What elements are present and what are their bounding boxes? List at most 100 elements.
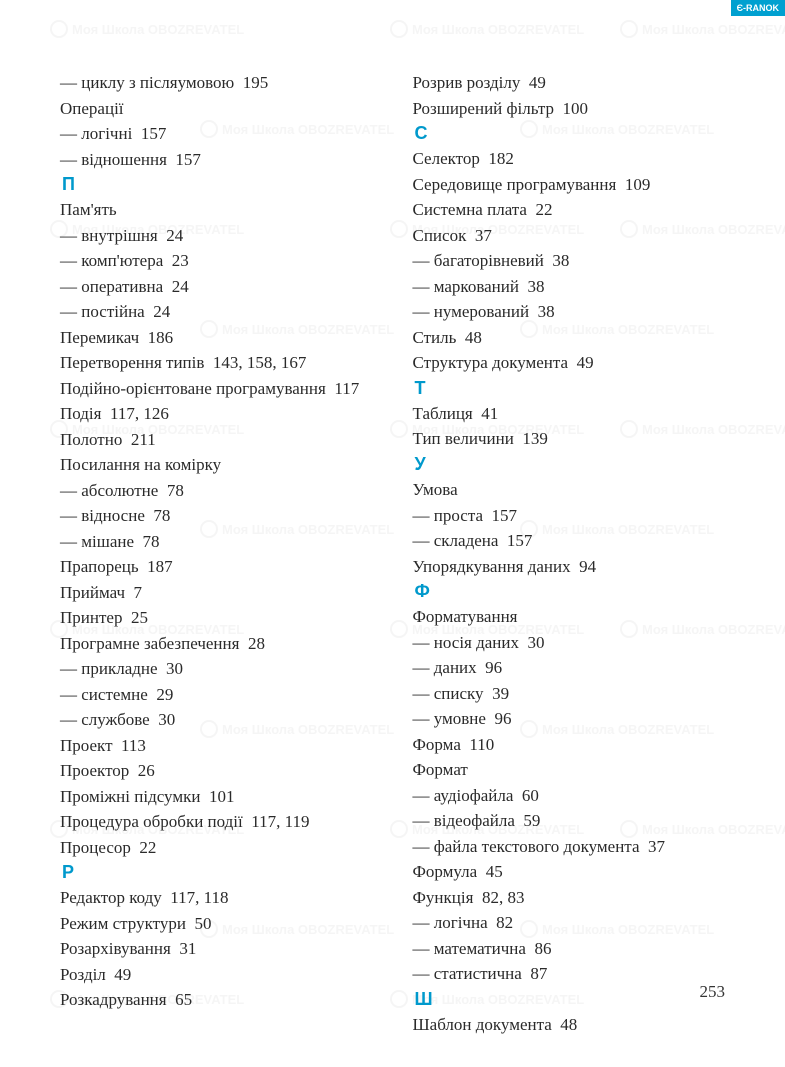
index-columns: циклу з післяумовою195Операціїлогічні157… [60, 70, 735, 1037]
index-sub-entry: багаторівневий38 [413, 248, 736, 274]
left-column: циклу з післяумовою195Операціїлогічні157… [60, 70, 383, 1037]
entry-term: Таблиця [413, 404, 473, 423]
entry-page: 78 [143, 532, 160, 551]
entry-page: 22 [535, 200, 552, 219]
entry-page: 37 [648, 837, 665, 856]
index-entry: Подія117, 126 [60, 401, 383, 427]
index-entry: Упорядкування даних94 [413, 554, 736, 580]
entry-term: абсолютне [81, 481, 158, 500]
index-letter: Ф [413, 579, 736, 604]
index-sub-entry: логічна82 [413, 910, 736, 936]
entry-page: 65 [175, 990, 192, 1009]
index-sub-entry: носія даних30 [413, 630, 736, 656]
entry-term: Список [413, 226, 467, 245]
index-sub-entry: оперативна24 [60, 274, 383, 300]
entry-term: Умова [413, 480, 458, 499]
entry-term: Операції [60, 99, 124, 118]
index-entry: Умова [413, 477, 736, 503]
index-entry: Формула45 [413, 859, 736, 885]
entry-page: 7 [134, 583, 143, 602]
entry-term: Структура документа [413, 353, 569, 372]
entry-page: 39 [492, 684, 509, 703]
index-entry: Селектор182 [413, 146, 736, 172]
index-entry: Список37 [413, 223, 736, 249]
entry-page: 30 [528, 633, 545, 652]
entry-term: Функція [413, 888, 474, 907]
index-sub-entry: відеофайла59 [413, 808, 736, 834]
index-entry: Посилання на комірку [60, 452, 383, 478]
entry-page: 100 [563, 99, 589, 118]
entry-page: 157 [175, 150, 201, 169]
entry-term: Форматування [413, 607, 518, 626]
entry-term: багаторівневий [434, 251, 544, 270]
index-entry: Принтер25 [60, 605, 383, 631]
entry-page: 82 [496, 913, 513, 932]
entry-page: 182 [488, 149, 514, 168]
entry-term: Проектор [60, 761, 129, 780]
entry-page: 113 [121, 736, 146, 755]
entry-page: 48 [465, 328, 482, 347]
index-entry: Проект113 [60, 733, 383, 759]
entry-term: Розділ [60, 965, 106, 984]
index-sub-entry: статистична87 [413, 961, 736, 987]
index-sub-entry: службове30 [60, 707, 383, 733]
entry-term: Режим структури [60, 914, 186, 933]
entry-page: 187 [147, 557, 173, 576]
entry-term: мішане [81, 532, 134, 551]
entry-page: 157 [141, 124, 167, 143]
entry-term: Процесор [60, 838, 131, 857]
corner-badge: Є-RANOK [731, 0, 785, 16]
entry-term: відношення [81, 150, 167, 169]
entry-term: нумерований [434, 302, 529, 321]
entry-page: 143, 158, 167 [213, 353, 307, 372]
entry-term: файла текстового документа [434, 837, 640, 856]
index-sub-entry: файла текстового документа 37 [413, 834, 736, 860]
entry-page: 94 [579, 557, 596, 576]
index-entry: Подійно-орієнтоване програмування117 [60, 376, 383, 402]
index-entry: Тип величини139 [413, 426, 736, 452]
index-sub-entry: умовне96 [413, 706, 736, 732]
entry-term: проста [434, 506, 483, 525]
entry-term: постійна [81, 302, 144, 321]
entry-term: Тип величини [413, 429, 514, 448]
index-entry: Перетворення типів143, 158, 167 [60, 350, 383, 376]
index-entry: Редактор коду117, 118 [60, 885, 383, 911]
entry-term: Перемикач [60, 328, 139, 347]
index-letter: Т [413, 376, 736, 401]
entry-page: 96 [485, 658, 502, 677]
index-sub-entry: абсолютне78 [60, 478, 383, 504]
index-entry: Режим структури 50 [60, 911, 383, 937]
entry-term: Полотно [60, 430, 122, 449]
entry-page: 50 [194, 914, 211, 933]
entry-page: 48 [560, 1015, 577, 1034]
entry-term: циклу з післяумовою [81, 73, 234, 92]
index-entry: Полотно211 [60, 427, 383, 453]
entry-page: 195 [243, 73, 269, 92]
entry-term: маркований [434, 277, 519, 296]
entry-term: математична [434, 939, 526, 958]
entry-page: 49 [114, 965, 131, 984]
index-entry: Процесор22 [60, 835, 383, 861]
index-sub-entry: нумерований38 [413, 299, 736, 325]
entry-term: даних [434, 658, 477, 677]
entry-term: Розрив розділу [413, 73, 521, 92]
entry-term: Проміжні підсумки [60, 787, 200, 806]
index-entry: Розширений фільтр100 [413, 96, 736, 122]
entry-term: Програмне забезпечення [60, 634, 239, 653]
entry-term: прикладне [81, 659, 157, 678]
entry-term: системне [81, 685, 148, 704]
entry-page: 31 [179, 939, 196, 958]
entry-term: складена [434, 531, 499, 550]
index-entry: Розархівування31 [60, 936, 383, 962]
entry-term: Формат [413, 760, 468, 779]
entry-term: комп'ютера [81, 251, 163, 270]
index-entry: Перемикач186 [60, 325, 383, 351]
entry-term: Системна плата [413, 200, 527, 219]
index-sub-entry: математична86 [413, 936, 736, 962]
entry-term: аудіофайла [434, 786, 514, 805]
index-entry: Пам'ять [60, 197, 383, 223]
entry-term: Посилання на комірку [60, 455, 221, 474]
entry-page: 59 [523, 811, 540, 830]
index-entry: Приймач7 [60, 580, 383, 606]
entry-term: внутрішня [81, 226, 158, 245]
